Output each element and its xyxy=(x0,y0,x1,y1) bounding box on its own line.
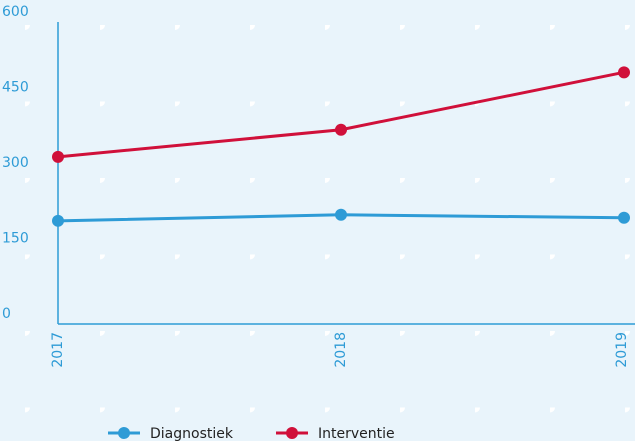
x-tick-label: 2018 xyxy=(333,332,349,368)
y-tick-label: 0 xyxy=(2,306,11,322)
y-tick-label: 150 xyxy=(2,231,29,247)
x-tick-label: 2017 xyxy=(50,332,66,368)
legend-marker xyxy=(286,427,298,439)
data-point xyxy=(52,214,64,227)
legend-label: Diagnostiek xyxy=(150,426,234,441)
legend-marker xyxy=(118,427,130,439)
legend-label: Interventie xyxy=(318,426,395,441)
y-tick-label: 450 xyxy=(2,80,29,96)
x-tick-label: 2019 xyxy=(614,332,630,368)
data-point xyxy=(618,66,630,79)
data-point xyxy=(335,208,347,221)
data-point xyxy=(618,211,630,224)
y-tick-label: 600 xyxy=(2,4,29,20)
data-point xyxy=(52,150,64,163)
data-point xyxy=(335,123,347,136)
y-tick-label: 300 xyxy=(2,155,29,171)
